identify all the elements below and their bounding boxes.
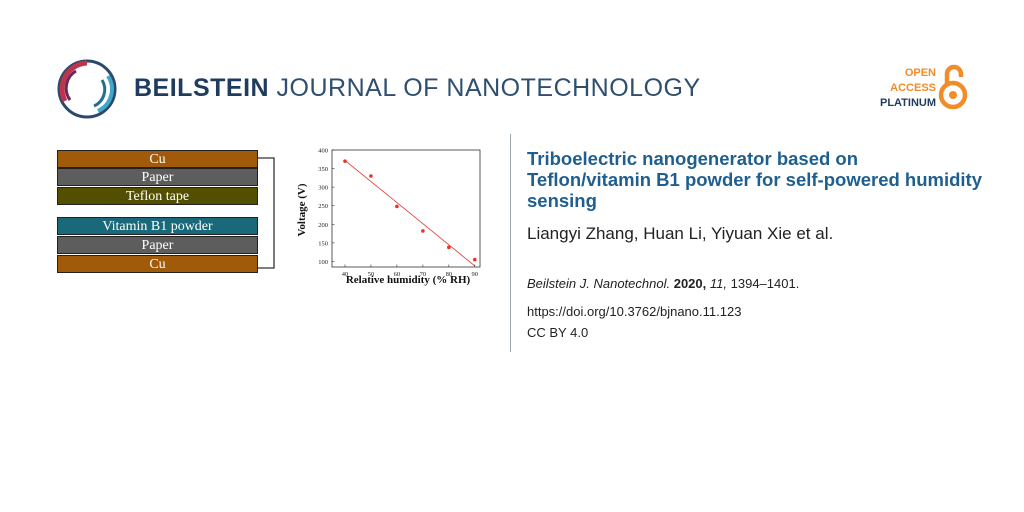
data-point xyxy=(343,159,347,163)
layer-paper-bottom: Paper xyxy=(57,236,258,254)
voltage-humidity-chart: 100 150 200 250 300 350 400 40 50 60 70 80 90 Volta… xyxy=(296,148,481,286)
journal-name-bold: BEILSTEIN xyxy=(134,74,270,102)
citation-volume: 11, xyxy=(709,276,727,291)
oa-line-access: ACCESS xyxy=(890,82,936,94)
data-point xyxy=(421,229,425,233)
layer-cu-top: Cu xyxy=(57,150,258,168)
x-tick-labels: 40 50 60 70 80 90 xyxy=(342,264,479,278)
data-points xyxy=(343,159,477,262)
x-tick-label: 90 xyxy=(472,271,479,278)
x-tick-label: 40 xyxy=(342,271,349,278)
y-tick-label: 250 xyxy=(318,203,328,210)
oa-line-open: OPEN xyxy=(904,67,936,79)
data-point xyxy=(473,257,477,262)
citation-pages: 1394–1401. xyxy=(730,276,800,291)
y-tick-label: 400 xyxy=(318,148,328,155)
citation-year: 2020, xyxy=(673,276,707,291)
y-axis-label: Voltage (V) xyxy=(296,183,308,236)
y-tick-label: 350 xyxy=(318,166,328,173)
oa-line-platinum: PLATINUM xyxy=(879,97,936,109)
x-axis-label: Relative humidity (% RH) xyxy=(346,274,471,286)
beilstein-circle-logo-icon xyxy=(57,59,117,119)
layer-vitamin-b1: Vitamin B1 powder xyxy=(57,217,258,235)
y-tick-label: 100 xyxy=(318,259,328,266)
fit-line xyxy=(344,160,476,267)
x-tick-label: 50 xyxy=(368,271,375,278)
circuit-wire xyxy=(258,157,275,269)
data-point xyxy=(369,174,373,178)
journal-abbrev: Beilstein J. Nanotechnol. xyxy=(527,276,671,291)
doi-link[interactable]: https://doi.org/10.3762/bjnano.11.123 xyxy=(527,304,742,319)
open-access-badge: OPEN ACCESS PLATINUM xyxy=(880,66,936,111)
vertical-divider xyxy=(510,134,511,352)
y-tick-label: 300 xyxy=(318,185,328,192)
data-point xyxy=(447,245,451,250)
journal-name-rest: JOURNAL OF NANOTECHNOLOGY xyxy=(276,74,701,102)
article-authors: Liangyi Zhang, Huan Li, Yiyuan Xie et al… xyxy=(527,224,834,243)
y-tick-label: 200 xyxy=(318,222,328,229)
layer-cu-bottom: Cu xyxy=(57,255,258,273)
layer-teflon-tape: Teflon tape xyxy=(57,187,258,205)
license-text[interactable]: CC BY 4.0 xyxy=(527,325,589,340)
open-access-lock-icon xyxy=(938,64,968,110)
data-point xyxy=(395,204,399,209)
x-tick-label: 60 xyxy=(394,271,401,278)
plot-frame xyxy=(331,149,481,268)
citation: Beilstein J. Nanotechnol. 2020, 11, 1394… xyxy=(527,276,799,291)
journal-name[interactable]: BEILSTEIN JOURNAL OF NANOTECHNOLOGY xyxy=(134,74,701,103)
article-title[interactable]: Triboelectric nanogenerator based on Tef… xyxy=(527,148,983,211)
y-tick-labels: 100 150 200 250 300 350 400 xyxy=(318,148,335,266)
layer-paper-top: Paper xyxy=(57,168,258,186)
x-tick-label: 80 xyxy=(446,271,453,278)
x-tick-label: 70 xyxy=(420,271,427,278)
y-tick-label: 150 xyxy=(318,240,328,247)
